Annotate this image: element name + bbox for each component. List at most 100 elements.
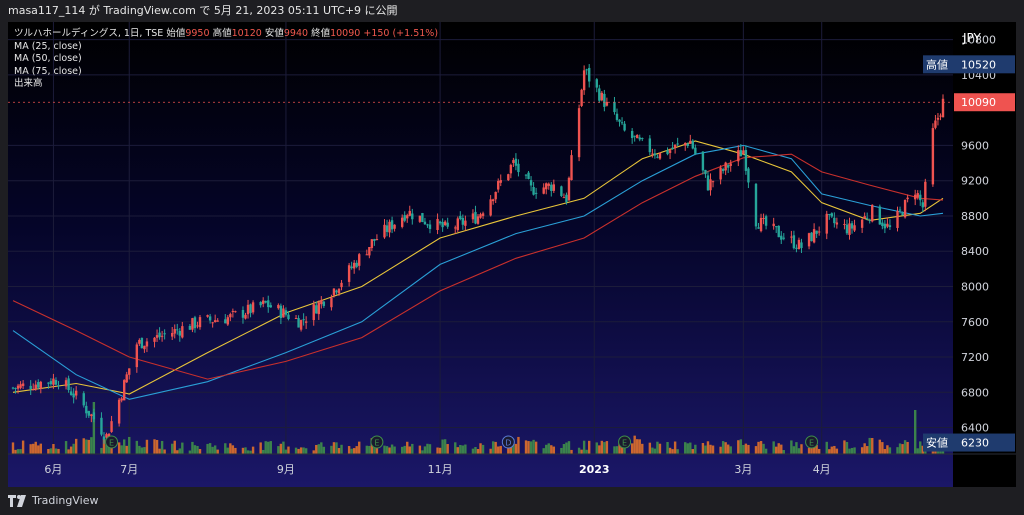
candle-body (464, 220, 467, 226)
volume-bar (613, 446, 616, 454)
volume-bar (138, 445, 141, 454)
volume-bar (529, 441, 533, 454)
candle-body (941, 98, 945, 118)
volume-bar (400, 446, 404, 454)
volume-bar (32, 443, 35, 454)
volume-bar (282, 441, 285, 454)
candle-body (507, 174, 510, 181)
price-tick-label: 7600 (961, 316, 989, 329)
volume-bar (689, 442, 692, 454)
legend-ma50[interactable]: MA (50, close) (14, 53, 82, 64)
candle-body (317, 302, 320, 315)
candle-body (623, 123, 626, 131)
volume-bar (724, 442, 727, 454)
volume-bar (807, 447, 811, 454)
volume-bar (231, 445, 235, 454)
volume-bar (340, 444, 343, 454)
tradingview-logo[interactable]: TradingView (8, 494, 98, 507)
volume-bar (825, 441, 828, 454)
volume-bar (706, 441, 710, 454)
candle-body (570, 155, 573, 181)
volume-bar (208, 443, 212, 454)
time-tick-label: 6月 (44, 463, 62, 476)
candle-body (110, 421, 113, 432)
chart-legend: ツルハホールディングス, 1日, TSE 始値9950 高値10120 安値99… (14, 28, 438, 91)
candle-body (527, 172, 530, 180)
currency-label: JPY (962, 31, 982, 45)
volume-bar (598, 445, 601, 454)
volume-bar (474, 447, 477, 454)
candle-body (340, 282, 343, 288)
candle-body (721, 169, 725, 171)
time-axis: 6月 7月 9月 11月 2023 3月 4月 (8, 453, 1016, 476)
candle-body (550, 184, 553, 191)
extreme-marker (923, 433, 1015, 452)
volume-bar (739, 439, 743, 454)
volume-bar (747, 444, 750, 454)
volume-bar (517, 436, 520, 454)
candle-body (517, 163, 520, 173)
candle-body (143, 345, 146, 350)
volume-bar (565, 442, 568, 454)
candle-body (701, 151, 705, 171)
event-icon (105, 435, 119, 449)
candle-body (117, 399, 121, 424)
candle-body (297, 318, 300, 328)
volume-bar (815, 444, 818, 454)
volume-bar (524, 440, 528, 454)
candle-body (234, 311, 237, 313)
volume-bar (476, 448, 480, 454)
volume-bar (658, 443, 662, 454)
volume-bar (176, 450, 179, 454)
candle-body (188, 325, 192, 330)
candle-body (843, 223, 846, 225)
volume-bar (886, 445, 889, 454)
footer: TradingView (0, 487, 1024, 515)
candle-body (615, 113, 619, 120)
candle-body (365, 254, 369, 256)
volume-bar (618, 443, 621, 454)
candle-body (633, 135, 636, 137)
volume-bar (277, 446, 280, 454)
volume-bar (759, 441, 763, 454)
candle-body (886, 223, 889, 227)
volume-bar (512, 438, 515, 454)
legend-ma25[interactable]: MA (25, close) (14, 40, 82, 52)
candle-body (529, 180, 533, 186)
candle-body (924, 181, 927, 207)
legend-volume[interactable]: 出来高 (14, 78, 43, 89)
candle-body (302, 319, 305, 321)
volume-bar (347, 446, 351, 454)
candle-body (598, 88, 601, 101)
volume-bar (229, 443, 232, 454)
candle-body (919, 194, 922, 201)
candle-body (704, 169, 707, 175)
volume-bar (817, 449, 821, 454)
candle-body (358, 254, 361, 266)
volume-bar (615, 446, 619, 454)
candle-body (213, 320, 217, 323)
candle-body (921, 202, 924, 208)
legend-ma75[interactable]: MA (75, close) (14, 65, 82, 77)
candle-body (421, 213, 424, 223)
event-icon (805, 435, 819, 449)
candle-body (264, 301, 267, 303)
volume-bar (567, 441, 571, 454)
candle-body (676, 143, 679, 145)
volume-bar (795, 442, 798, 454)
candle-body (547, 183, 550, 186)
volume-bar (330, 445, 333, 454)
candle-body (494, 191, 497, 200)
candle-body (792, 235, 796, 249)
candle-body (208, 316, 212, 321)
candle-body (898, 209, 902, 211)
candle-body (542, 187, 545, 194)
volume-bar (52, 444, 55, 454)
candle-body (39, 381, 42, 389)
volume-bar (532, 439, 535, 454)
volume-bar (764, 448, 768, 454)
candle-body (191, 318, 194, 330)
volume-bar (812, 443, 816, 454)
